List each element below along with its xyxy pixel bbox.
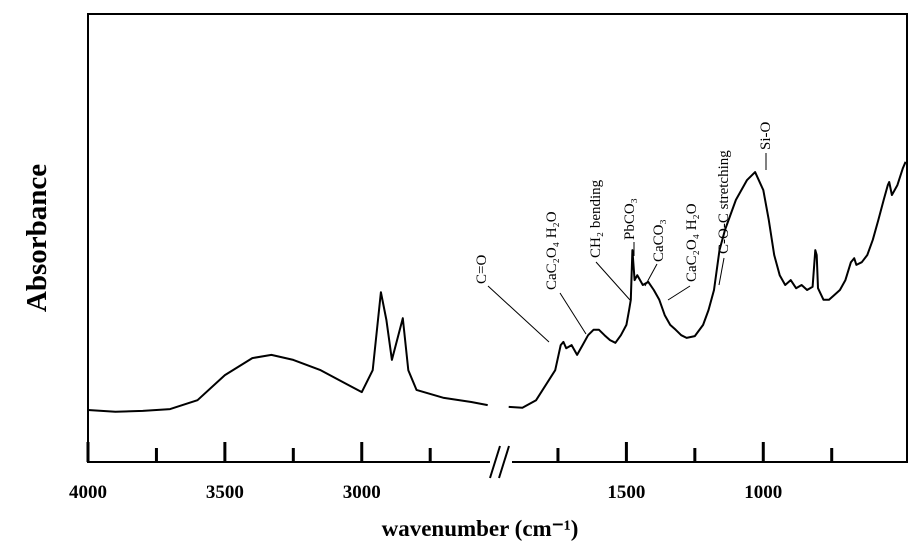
annotation-leader [487,285,550,343]
axis-break [489,440,512,480]
annotation-leader [559,292,587,335]
annotation-label: CaC₂O₄ H₂O [684,203,700,282]
annotation-leader [718,257,725,286]
annotation-label: CH₂ bending [588,179,604,258]
plot-frame [87,13,908,463]
x-tick-label: 3500 [206,482,244,503]
spectrum-line [87,161,907,413]
annotation-label: PbCO₃ [622,198,638,240]
x-tick-label: 4000 [69,482,107,503]
annotation-label: Si-O [758,121,774,150]
break-gap [490,440,512,480]
annotation-leader [595,261,631,301]
x-tick-label: 1500 [607,482,645,503]
x-tick-label: 1000 [744,482,782,503]
break-mark [498,445,510,479]
annotation-label: C-O-C stretching [716,150,732,254]
annotation-leader [644,263,658,287]
annotation-label: C=O [474,255,490,284]
x-tick-label: 3000 [343,482,381,503]
annotation-label: CaC₂O₄ H₂O [544,211,560,290]
y-axis-label: Absorbance [21,164,53,312]
x-axis-label: wavenumber (cm⁻¹) [382,516,579,541]
break-mark [489,445,501,479]
annotation-leader [667,285,691,301]
annotation-label: CaCO₃ [651,219,667,262]
